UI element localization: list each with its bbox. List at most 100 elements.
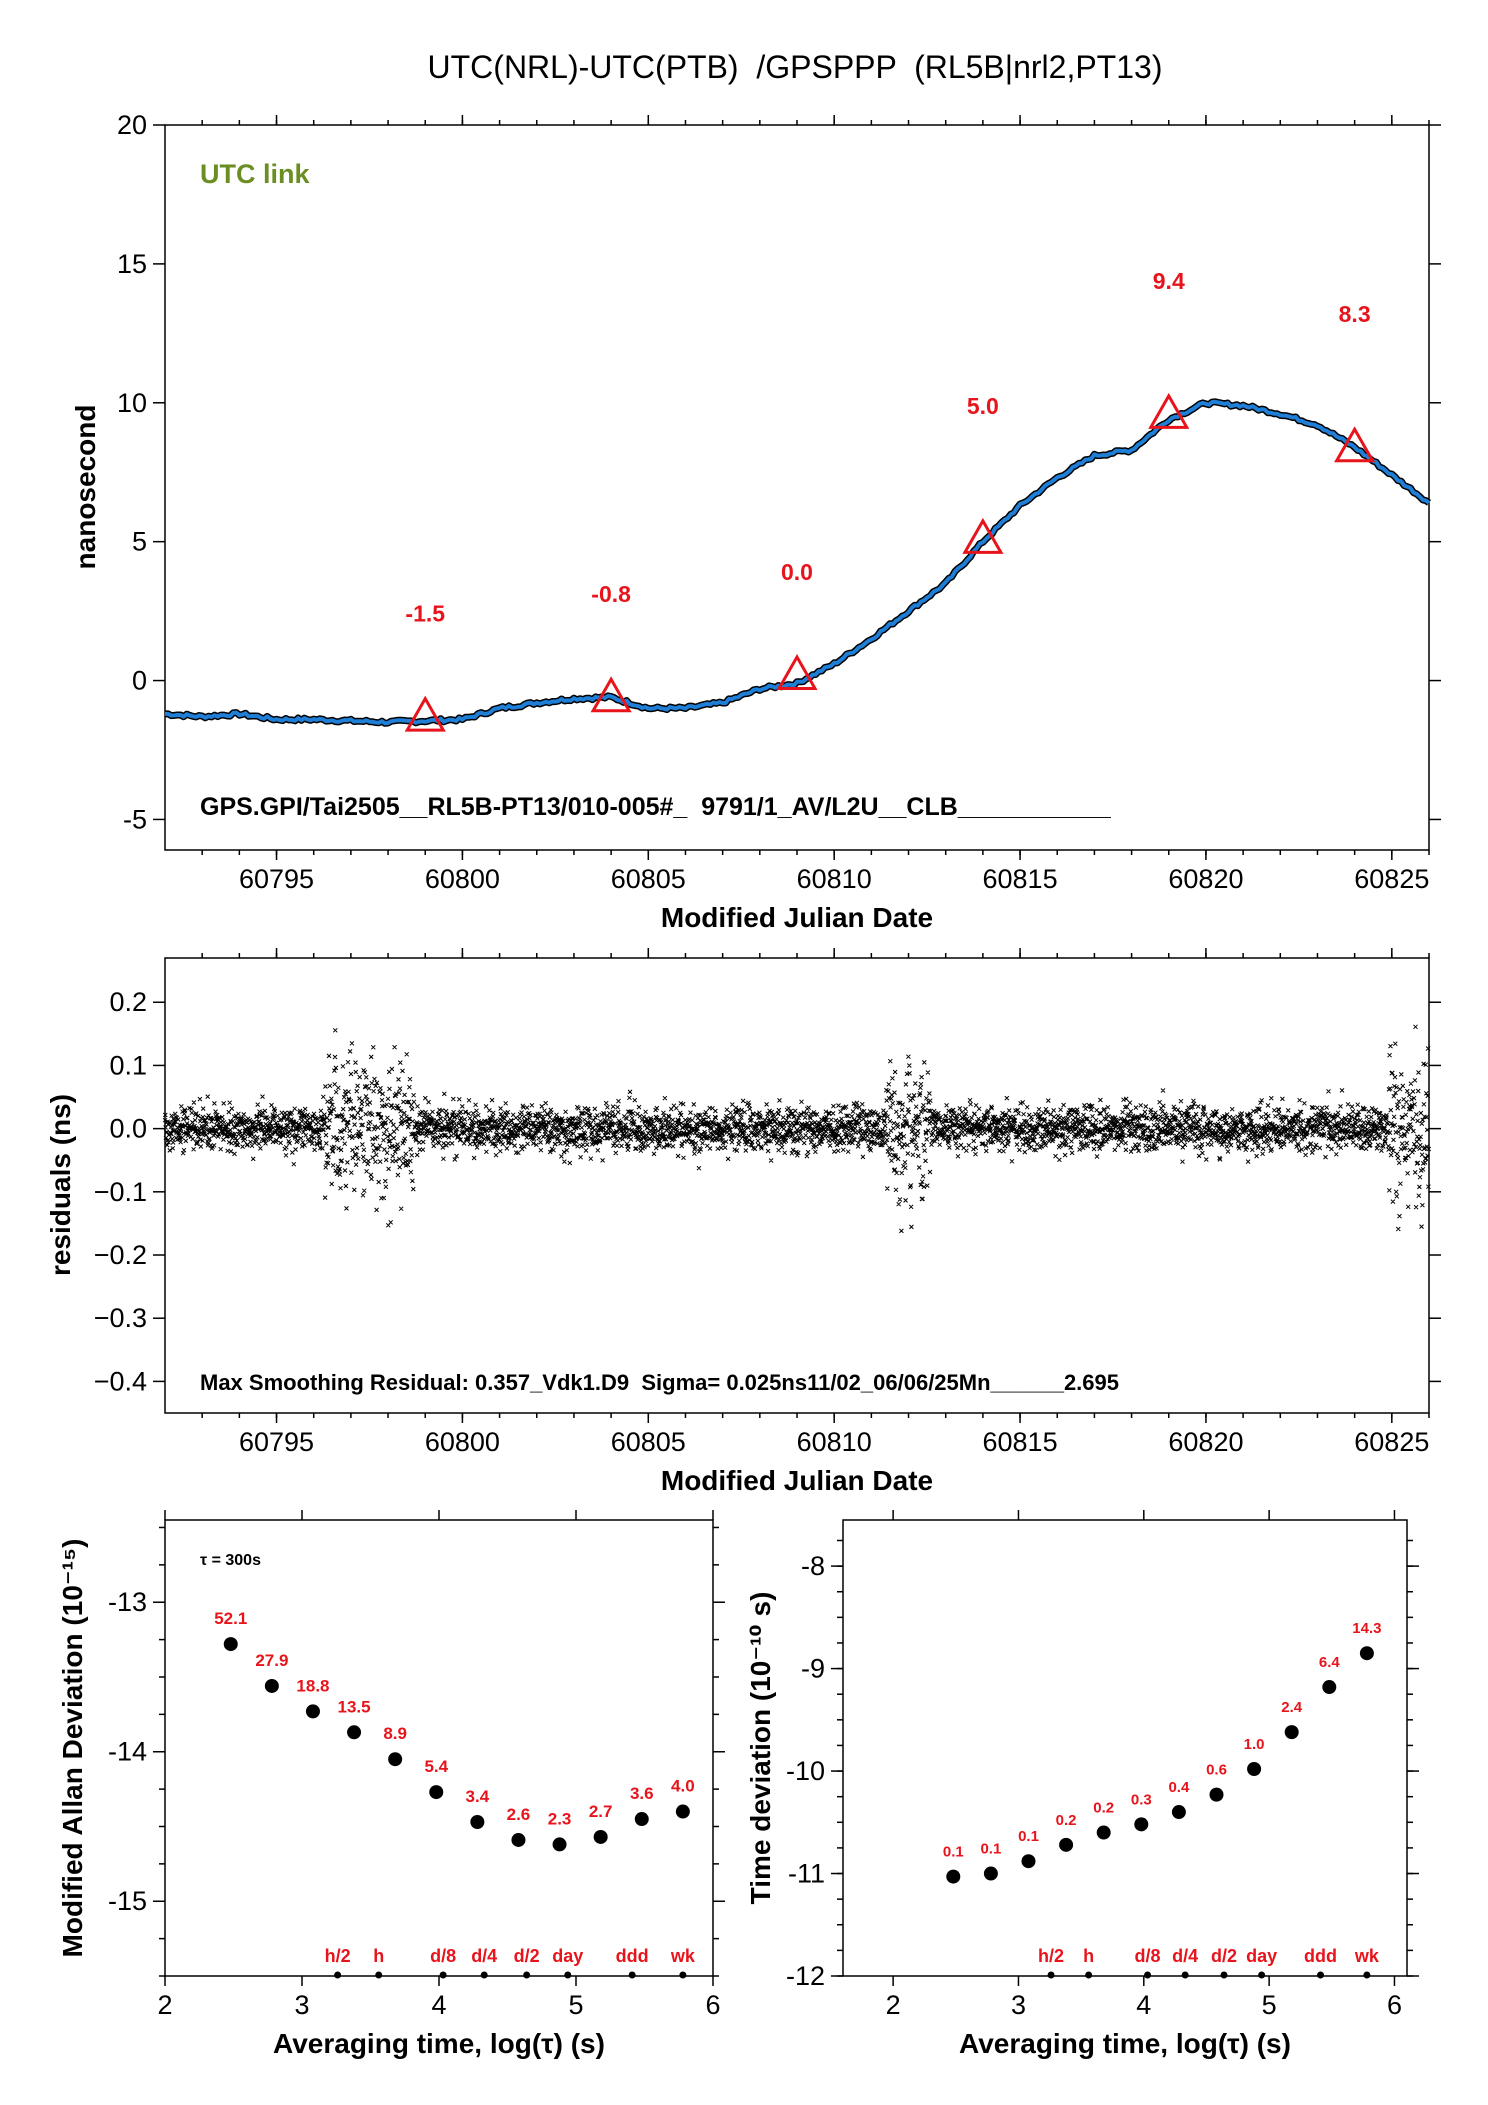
data-point — [983, 1866, 998, 1881]
period-label: day — [552, 1946, 583, 1966]
triangle-marker — [590, 676, 632, 713]
triangle-marker — [1334, 426, 1376, 463]
plot-frame-tdev — [842, 1519, 1408, 1977]
marker-label: 8.3 — [1339, 301, 1371, 327]
data-label: 3.4 — [466, 1787, 490, 1806]
period-label: day — [1246, 1946, 1277, 1966]
x-tick-label: 60810 — [797, 864, 872, 894]
data-label: 6.4 — [1319, 1654, 1341, 1671]
residual-footer: Max Smoothing Residual: 0.357_Vdk1.D9 Si… — [200, 1370, 1119, 1395]
y-tick-label: -11 — [788, 1859, 825, 1889]
tdev-points: 0.1 0.1 0.1 0.2 0.2 0.3 0.4 0.6 1.0 2.4 6.4 14.3 h/2… — [943, 1620, 1381, 1979]
period-label: h/2 — [325, 1946, 351, 1966]
data-label: 0.1 — [980, 1841, 1001, 1858]
data-point — [946, 1869, 961, 1884]
data-point — [1059, 1837, 1074, 1852]
period-label: wk — [1354, 1946, 1380, 1966]
data-point — [223, 1637, 238, 1652]
markers-link: -1.5 -0.8 0.0 5.0 9.4 8.3 — [404, 268, 1376, 732]
x-tick-label: 60825 — [1354, 1427, 1429, 1457]
period-label: d/2 — [1211, 1946, 1237, 1966]
x-tick-label: 6 — [705, 1990, 720, 2020]
x-tick-label: 60820 — [1168, 864, 1243, 894]
data-point — [347, 1725, 362, 1740]
data-point — [1247, 1762, 1262, 1777]
residual-points — [162, 1024, 1432, 1234]
triangle-marker — [404, 695, 446, 732]
period-label: h — [373, 1946, 384, 1966]
link-footer: GPS.GPI/Tai2505__RL5B-PT13/010-005#_ 979… — [200, 793, 1112, 821]
marker-label: 9.4 — [1153, 268, 1185, 294]
period-tick — [523, 1971, 531, 1979]
x-tick-label: 3 — [1011, 1990, 1026, 2020]
period-label: d/2 — [514, 1946, 540, 1966]
y-tick-label: -5 — [123, 804, 147, 834]
data-point — [511, 1832, 526, 1847]
x-tick-label: 3 — [294, 1990, 309, 2020]
y-tick-label: 15 — [117, 249, 147, 279]
series-line — [165, 399, 1431, 726]
period-label: ddd — [616, 1946, 649, 1966]
axis-ticks-link: 60795 60800 60805 60810 60815 60820 60825 -5 0 5 1… — [117, 110, 1441, 894]
data-label: 0.6 — [1206, 1762, 1227, 1779]
y-tick-label: -12 — [786, 1961, 825, 1991]
y-tick-label: −0.4 — [94, 1366, 147, 1396]
y-axis-label-mdev: Modified Allan Deviation (10⁻¹⁵) — [57, 1539, 88, 1958]
period-tick — [564, 1971, 572, 1979]
data-point — [552, 1837, 567, 1852]
period-label: ddd — [1304, 1946, 1337, 1966]
y-tick-label: 20 — [117, 110, 147, 140]
y-tick-label: −0.1 — [94, 1177, 147, 1207]
period-tick — [1258, 1971, 1266, 1979]
data-point — [305, 1704, 320, 1719]
data-label: 2.7 — [589, 1802, 613, 1821]
link-label: UTC link — [200, 159, 310, 189]
period-tick — [1085, 1971, 1093, 1979]
series-link — [164, 398, 1432, 727]
axis-ticks-residuals: 60795 60800 60805 60810 60815 60820 60825 0.2 0.… — [94, 948, 1441, 1457]
data-point — [1209, 1787, 1224, 1802]
y-tick-label: 0.2 — [109, 987, 147, 1017]
period-tick — [480, 1971, 488, 1979]
period-tick — [679, 1971, 687, 1979]
data-point — [1322, 1680, 1337, 1695]
data-label: 2.6 — [507, 1805, 531, 1824]
y-tick-label: -10 — [786, 1756, 825, 1786]
x-tick-label: 60825 — [1354, 864, 1429, 894]
x-axis-label-residuals: Modified Julian Date — [661, 1465, 933, 1496]
data-label: 13.5 — [338, 1697, 371, 1716]
data-label: 52.1 — [214, 1609, 247, 1628]
triangle-marker — [962, 517, 1004, 554]
data-label: 14.3 — [1352, 1620, 1381, 1637]
data-label: 18.8 — [296, 1676, 329, 1695]
x-tick-label: 60805 — [611, 864, 686, 894]
data-point — [388, 1752, 403, 1767]
x-tick-label: 60815 — [983, 1427, 1058, 1457]
x-tick-label: 60795 — [239, 864, 314, 894]
x-axis-label-link: Modified Julian Date — [661, 902, 933, 933]
period-tick — [375, 1971, 383, 1979]
panel-mdev: 2 3 4 5 6 -13 -14 -15 52.1 27.9 18.8 13.5 8.9 5.4 3.4… — [57, 1510, 725, 2059]
data-label: 8.9 — [383, 1724, 407, 1743]
data-label: 2.3 — [548, 1809, 572, 1828]
panel-link: 60795 60800 60805 60810 60815 60820 60825 -5 0 5 1… — [70, 110, 1441, 933]
data-point — [634, 1812, 649, 1827]
data-point — [1096, 1825, 1111, 1840]
data-point — [1359, 1646, 1374, 1661]
data-label: 0.2 — [1056, 1812, 1077, 1829]
data-label: 0.3 — [1131, 1791, 1152, 1808]
x-axis-label-mdev: Averaging time, log(τ) (s) — [273, 2028, 605, 2059]
panel-tdev: 2 3 4 5 6 -8 -9 -10 -11 -12 0.1 0.1 0.1 0.2 0.2 0.3 0.4… — [745, 1510, 1419, 2059]
panel-residuals: 60795 60800 60805 60810 60815 60820 60825 0.2 0.… — [45, 948, 1441, 1496]
y-tick-label: 5 — [132, 527, 147, 557]
y-tick-label: -8 — [801, 1551, 825, 1581]
plot-frame-link — [164, 124, 1430, 851]
period-tick — [1363, 1971, 1371, 1979]
marker-label: 0.0 — [781, 559, 813, 585]
y-tick-label: 0.1 — [109, 1050, 147, 1080]
plot-frame-mdev — [164, 1519, 714, 1977]
y-axis-label-tdev: Time deviation (10⁻¹⁰ s) — [745, 1592, 776, 1905]
period-tick — [439, 1971, 447, 1979]
axis-ticks-tdev: 2 3 4 5 6 -8 -9 -10 -11 -12 — [786, 1510, 1419, 2020]
